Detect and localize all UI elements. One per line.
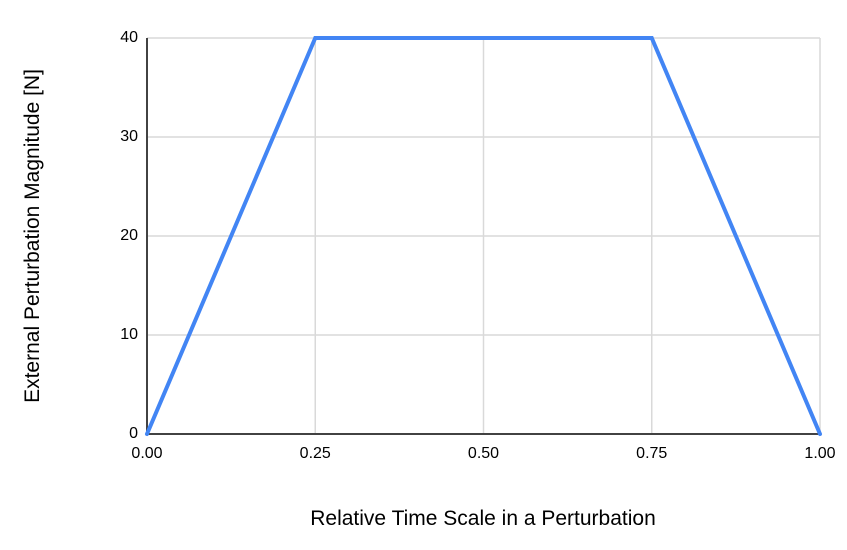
x-tick-label: 0.50 — [467, 445, 500, 462]
x-tick-label: 0.25 — [299, 445, 331, 462]
y-tick-label: 40 — [120, 29, 138, 46]
y-tick-label: 20 — [120, 227, 138, 244]
x-tick-label: 1.00 — [804, 445, 836, 462]
y-tick-label: 10 — [120, 326, 138, 343]
y-tick-label: 0 — [129, 425, 138, 442]
x-tick-label: 0.00 — [131, 445, 163, 462]
x-tick-label: 0.75 — [636, 445, 668, 462]
y-axis-title: External Perturbation Magnitude [N] — [21, 69, 44, 403]
x-axis-title: Relative Time Scale in a Perturbation — [310, 507, 656, 530]
y-tick-label: 30 — [120, 128, 138, 145]
series-line-perturbation-magnitude-profile — [145, 36, 822, 436]
